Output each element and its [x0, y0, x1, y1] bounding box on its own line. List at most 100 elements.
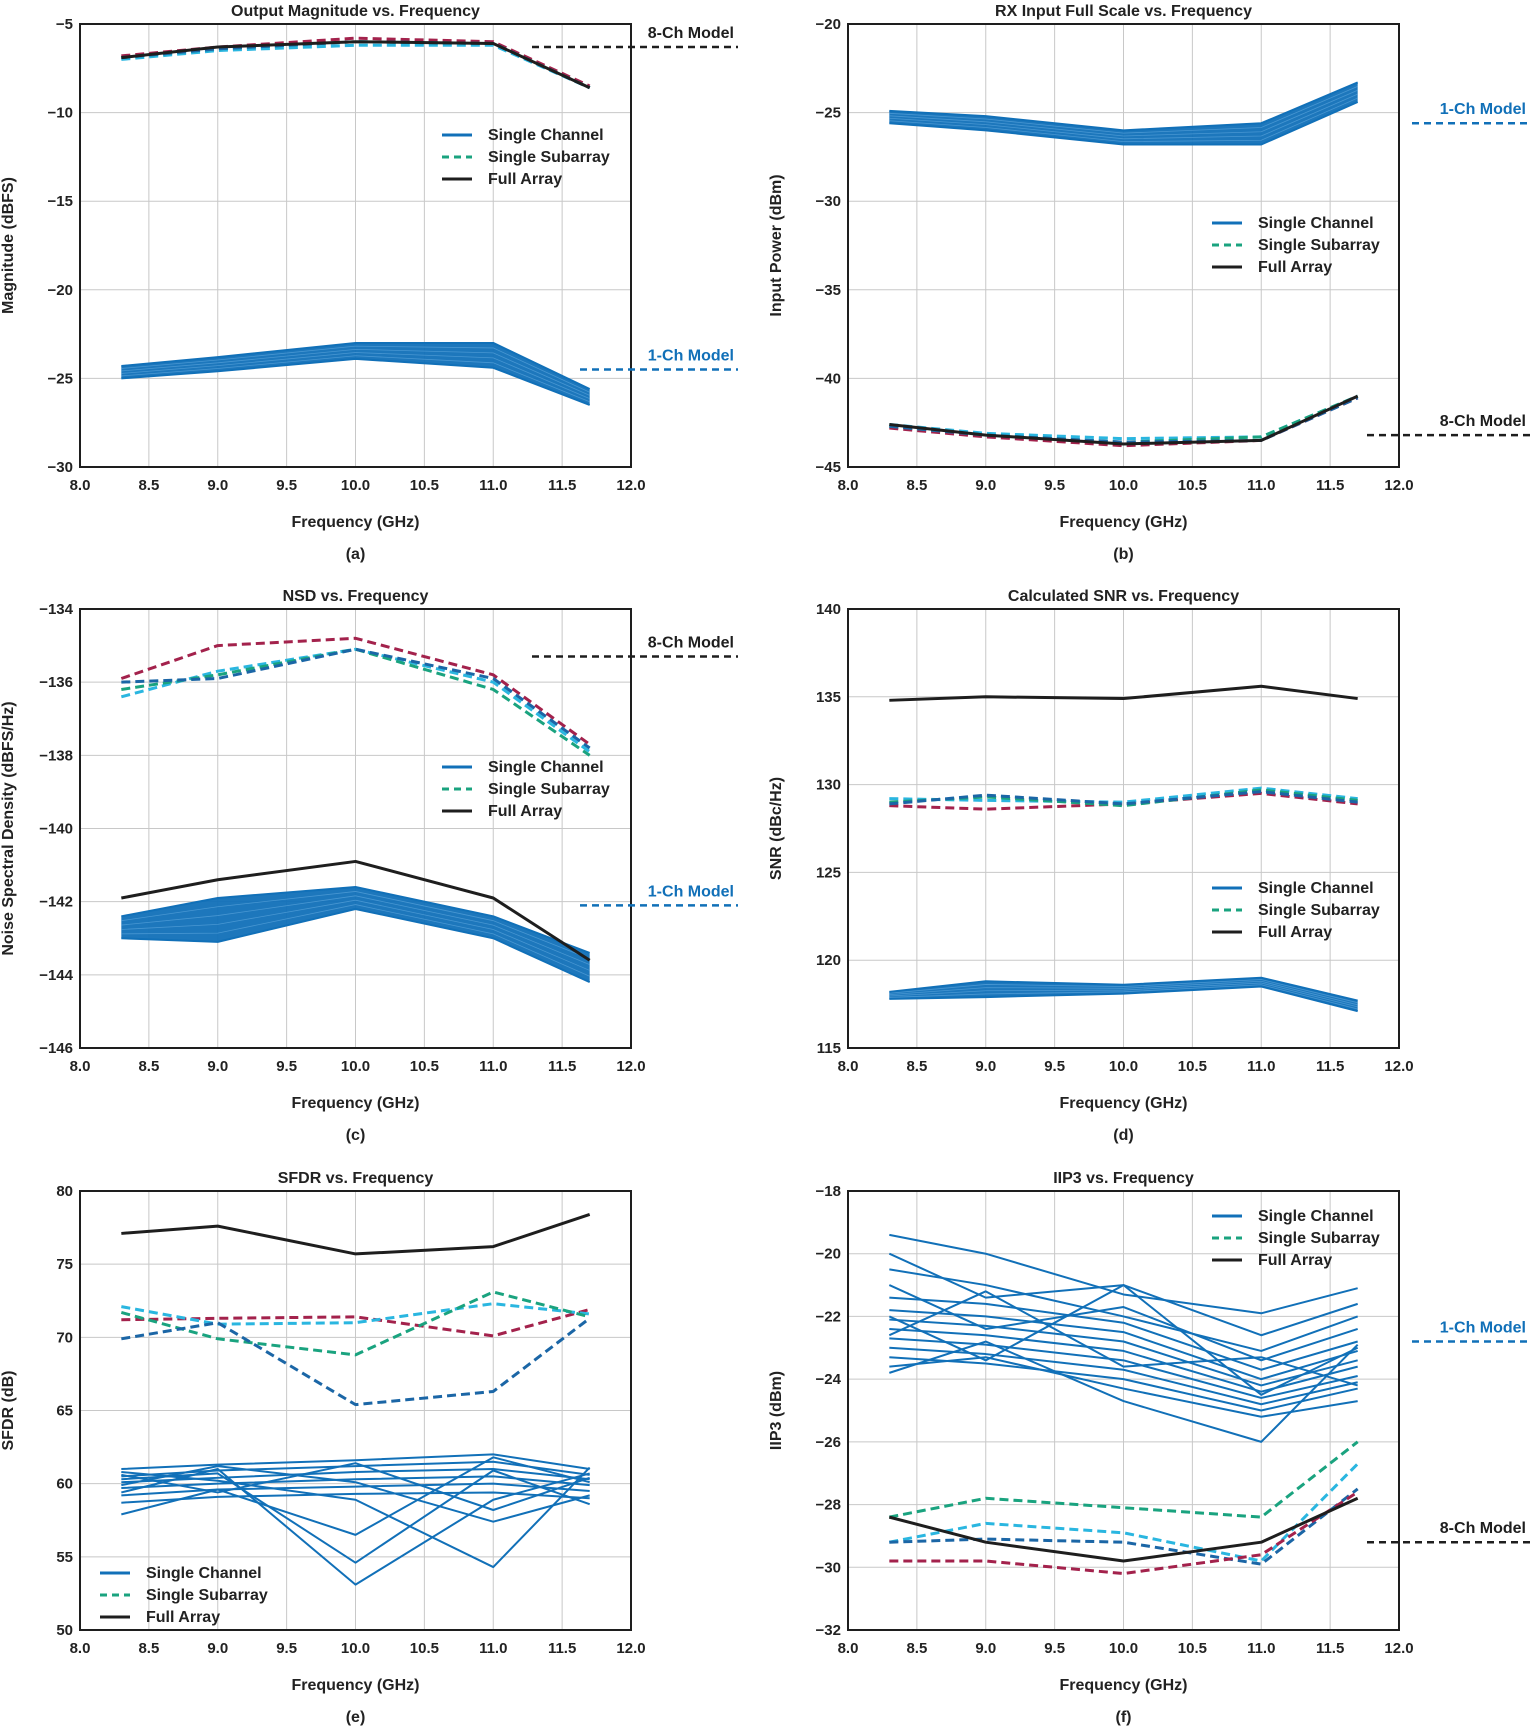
y-tick-label: 140: [816, 601, 841, 618]
x-tick-label: 11.0: [1247, 1640, 1275, 1657]
legend-item: Single Subarray: [442, 781, 610, 798]
x-tick-label: 9.0: [207, 1058, 228, 1075]
x-tick-label: 9.5: [1044, 477, 1065, 494]
series-line-single-channel: [121, 1469, 591, 1564]
y-tick-label: −30: [816, 1559, 841, 1576]
single-channel-strand: [889, 97, 1358, 143]
legend-label: Full Array: [1258, 924, 1332, 941]
legend-label: Full Array: [1258, 1252, 1332, 1269]
y-tick-label: −20: [816, 16, 841, 33]
x-tick-label: 8.0: [70, 1640, 91, 1657]
y-tick-label: −144: [39, 967, 73, 984]
x-tick-label: 8.5: [906, 477, 927, 494]
series-line-single-subarray: [121, 647, 591, 750]
single-channel-strand: [889, 89, 1358, 137]
series-line-single-channel: [889, 1296, 1358, 1371]
series-line-single-channel: [121, 1453, 590, 1471]
single-channel-strand: [121, 348, 590, 396]
y-tick-label: 120: [816, 952, 841, 969]
series-line-full-array: [888, 1496, 1359, 1563]
series-line-single-subarray: [120, 1290, 591, 1357]
x-tick-label: 12.0: [1384, 1058, 1413, 1075]
model-lines: 8-Ch Model 1-Ch Model: [532, 635, 738, 907]
x-tick-label: 8.5: [906, 1058, 927, 1075]
x-tick-label: 11.0: [1247, 477, 1275, 494]
single-channel-strand: [121, 899, 590, 971]
single-channel-band: [889, 82, 1358, 145]
series-line-single-channel: [889, 1356, 1358, 1418]
x-tick-label: 9.5: [276, 1640, 297, 1657]
series-line-single-channel: [889, 1327, 1358, 1393]
series-line-single-subarray: [889, 791, 1358, 811]
single-channel-strand: [121, 352, 590, 399]
series-group: [121, 36, 591, 406]
y-tick-label: −146: [39, 1040, 73, 1057]
x-tick-label: 10.5: [1178, 1058, 1207, 1075]
x-tick-label: 10.5: [410, 1058, 439, 1075]
series-line-single-channel: [121, 1466, 591, 1569]
single-channel-strand: [121, 891, 590, 960]
chart-title: RX Input Full Scale vs. Frequency: [995, 3, 1252, 20]
x-tick-label: 9.0: [207, 1640, 228, 1657]
x-axis-label: Frequency (GHz): [291, 1677, 419, 1694]
series-group: [120, 1212, 591, 1586]
x-tick-label: 10.0: [341, 1058, 370, 1075]
legend: Single Channel Single Subarray Full Array: [442, 759, 610, 820]
y-axis-label: Magnitude (dBFS): [0, 177, 17, 314]
x-tick-label: 10.5: [1178, 477, 1207, 494]
legend-item: Single Channel: [100, 1565, 262, 1582]
legend-label: Single Channel: [1258, 215, 1374, 232]
chart-d: 8.0 8.5 9.0 9.5 10.0 10.5 11.0 11.5 12.0 115 120 12…: [768, 588, 1414, 1144]
plot-frame: [847, 23, 1400, 468]
series-group: [889, 684, 1358, 1013]
plot-frame: [79, 608, 632, 1049]
legend-label: Full Array: [1258, 259, 1332, 276]
legend: Single Channel Single Subarray Full Array: [100, 1565, 268, 1626]
y-tick-label: −35: [816, 282, 841, 299]
series-line-single-subarray: [121, 647, 591, 757]
panel-caption: (f): [1116, 1709, 1132, 1726]
legend: Single Channel Single Subarray Full Array: [442, 127, 610, 188]
model-lines: 1-Ch Model 8-Ch Model: [1367, 101, 1530, 437]
legend-item: Single Subarray: [1212, 1230, 1380, 1247]
legend-item: Single Channel: [1212, 215, 1374, 232]
single-channel-strand: [889, 93, 1358, 140]
chart-title: IIP3 vs. Frequency: [1053, 1170, 1194, 1187]
x-tick-label: 9.5: [1044, 1640, 1065, 1657]
single-channel-strand: [121, 904, 590, 977]
y-tick-label: 130: [816, 777, 841, 794]
x-tick-label: 12.0: [1384, 477, 1413, 494]
y-tick-label: 50: [56, 1622, 73, 1639]
legend-item: Full Array: [1212, 924, 1332, 941]
y-tick-label: −40: [816, 370, 841, 387]
legend-item: Full Array: [1212, 259, 1332, 276]
series-group: [889, 81, 1359, 448]
x-tick-label: 8.5: [138, 1640, 159, 1657]
series-line-single-channel: [121, 1468, 590, 1484]
chart-title: NSD vs. Frequency: [283, 588, 429, 605]
single-channel-band: [121, 887, 590, 983]
single-channel-strand: [889, 982, 1358, 1008]
x-tick-label: 11.0: [1247, 1058, 1275, 1075]
series-line-single-channel: [121, 1465, 590, 1523]
x-axis-label: Frequency (GHz): [1059, 514, 1187, 531]
x-tick-label: 8.0: [838, 1058, 859, 1075]
y-tick-label: 70: [56, 1329, 73, 1346]
series-line-full-array: [889, 394, 1359, 446]
series-line-single-subarray: [889, 1487, 1359, 1566]
y-tick-label: −25: [48, 370, 73, 387]
x-tick-label: 8.0: [70, 1058, 91, 1075]
model-label: 8-Ch Model: [648, 635, 734, 652]
model-label: 1-Ch Model: [1440, 101, 1526, 118]
legend-label: Single Channel: [488, 127, 604, 144]
series-group: [120, 636, 591, 984]
x-tick-label: 8.5: [906, 1640, 927, 1657]
series-line-single-channel: [889, 1233, 1358, 1315]
x-tick-label: 11.5: [1316, 1640, 1344, 1657]
series-line-single-channel: [121, 1482, 590, 1497]
x-tick-label: 9.5: [276, 1058, 297, 1075]
model-label: 8-Ch Model: [1440, 413, 1526, 430]
series-line-single-channel: [889, 1356, 1358, 1412]
x-tick-label: 10.5: [1178, 1640, 1207, 1657]
y-tick-label: −24: [816, 1371, 842, 1388]
